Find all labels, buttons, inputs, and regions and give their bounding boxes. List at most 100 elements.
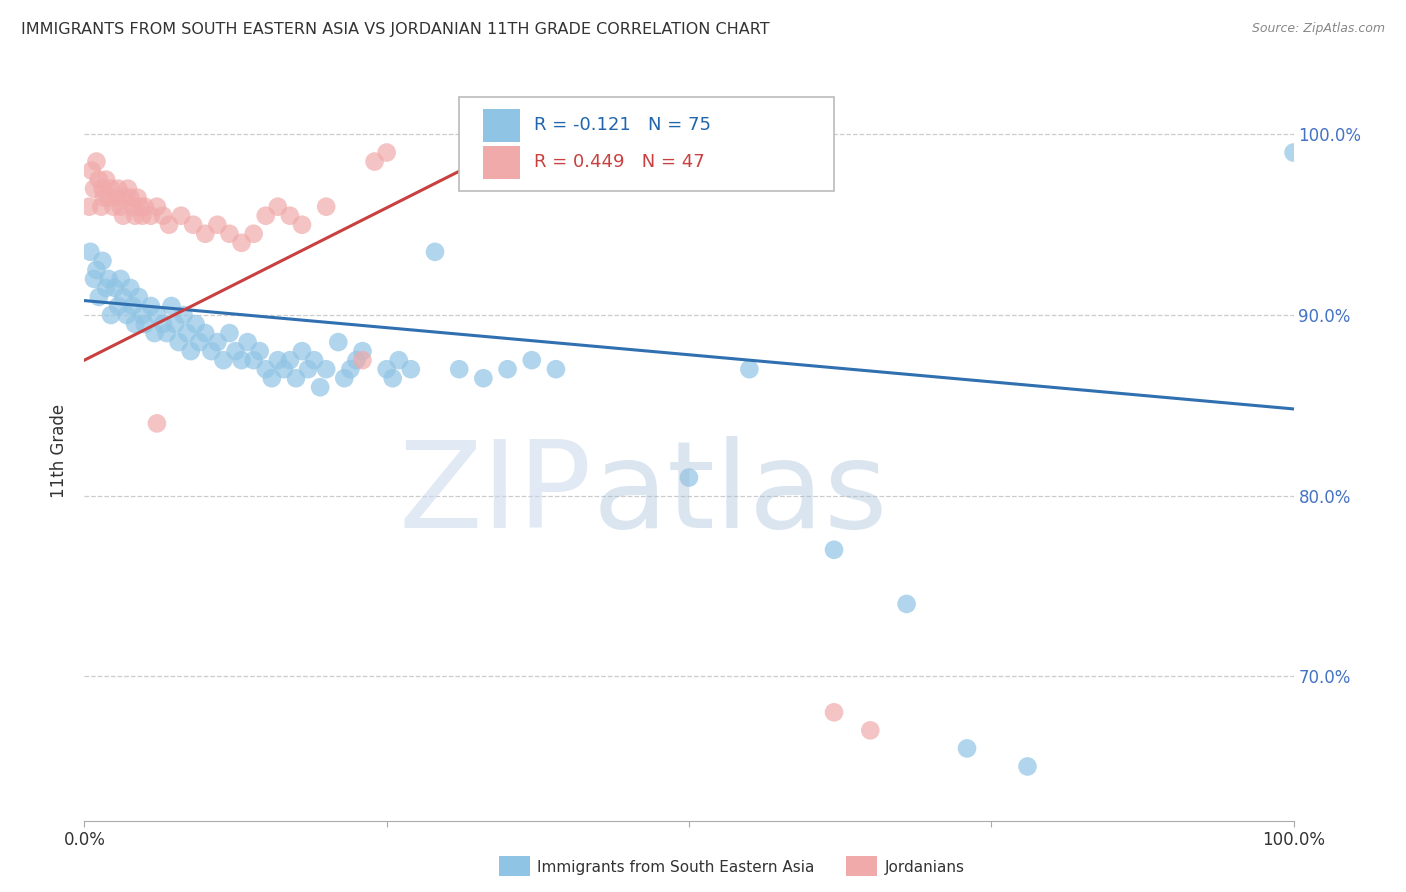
Point — [399, 362, 422, 376]
Point — [181, 218, 204, 232]
Point — [143, 326, 166, 340]
Point — [194, 227, 217, 241]
Point — [346, 353, 368, 368]
Point — [1017, 759, 1039, 773]
Point — [93, 191, 115, 205]
Point — [200, 344, 222, 359]
Point — [309, 380, 332, 394]
Point — [218, 227, 240, 241]
Point — [146, 308, 169, 322]
Point — [115, 308, 138, 322]
Point — [103, 200, 125, 214]
Point — [180, 344, 202, 359]
Point — [1282, 145, 1305, 160]
Point — [184, 317, 207, 331]
Point — [97, 191, 120, 205]
Point — [236, 335, 259, 350]
Point — [157, 218, 180, 232]
Point — [83, 272, 105, 286]
Point — [90, 200, 112, 214]
Point — [79, 244, 101, 259]
Bar — [484, 109, 520, 142]
Text: IMMIGRANTS FROM SOUTH EASTERN ASIA VS JORDANIAN 11TH GRADE CORRELATION CHART: IMMIGRANTS FROM SOUTH EASTERN ASIA VS JO… — [21, 22, 769, 37]
Point — [823, 706, 845, 720]
Text: Jordanians: Jordanians — [884, 860, 965, 874]
Point — [896, 597, 918, 611]
Point — [284, 371, 308, 385]
Point — [363, 154, 385, 169]
Point — [80, 163, 103, 178]
Point — [160, 299, 183, 313]
Point — [328, 335, 350, 350]
Point — [267, 353, 290, 368]
Point — [129, 200, 152, 214]
Point — [104, 281, 127, 295]
Point — [315, 362, 337, 376]
Point — [152, 209, 174, 223]
Point — [87, 172, 110, 186]
Point — [114, 191, 136, 205]
Point — [352, 344, 374, 359]
Point — [520, 353, 543, 368]
Point — [212, 353, 235, 368]
FancyBboxPatch shape — [460, 96, 834, 191]
Point — [139, 299, 162, 313]
Point — [194, 326, 217, 340]
Point — [678, 470, 700, 484]
Point — [176, 326, 198, 340]
Point — [339, 362, 361, 376]
Point — [121, 200, 143, 214]
Point — [207, 335, 229, 350]
Point — [267, 200, 290, 214]
Point — [131, 308, 153, 322]
Point — [120, 191, 142, 205]
Point — [859, 723, 882, 738]
Text: R = -0.121   N = 75: R = -0.121 N = 75 — [534, 117, 711, 135]
Point — [278, 353, 301, 368]
Point — [86, 154, 108, 169]
Point — [83, 181, 105, 195]
Point — [352, 353, 374, 368]
Point — [544, 362, 567, 376]
Point — [167, 335, 190, 350]
Point — [104, 191, 127, 205]
Point — [375, 362, 398, 376]
Point — [134, 317, 156, 331]
Point — [107, 181, 129, 195]
Point — [388, 353, 411, 368]
Point — [218, 326, 240, 340]
Point — [249, 344, 271, 359]
Point — [91, 253, 114, 268]
Point — [333, 371, 356, 385]
Point — [496, 362, 519, 376]
Point — [146, 417, 169, 431]
Point — [956, 741, 979, 756]
Point — [165, 317, 187, 331]
Point — [225, 344, 247, 359]
Point — [449, 362, 471, 376]
Point — [375, 145, 398, 160]
Text: Immigrants from South Eastern Asia: Immigrants from South Eastern Asia — [537, 860, 814, 874]
Point — [87, 290, 110, 304]
Point — [291, 344, 314, 359]
Point — [77, 200, 100, 214]
Point — [120, 281, 142, 295]
Point — [738, 362, 761, 376]
Point — [139, 209, 162, 223]
Point — [207, 218, 229, 232]
Y-axis label: 11th Grade: 11th Grade — [49, 403, 67, 498]
Point — [131, 209, 153, 223]
Point — [173, 308, 195, 322]
Point — [128, 290, 150, 304]
Point — [423, 244, 446, 259]
Point — [297, 362, 319, 376]
Point — [254, 209, 277, 223]
Point — [124, 317, 146, 331]
Point — [242, 227, 264, 241]
Point — [124, 209, 146, 223]
Point — [107, 299, 129, 313]
Point — [86, 263, 108, 277]
Point — [170, 209, 193, 223]
Text: ZIP: ZIP — [399, 436, 592, 553]
Point — [112, 209, 135, 223]
